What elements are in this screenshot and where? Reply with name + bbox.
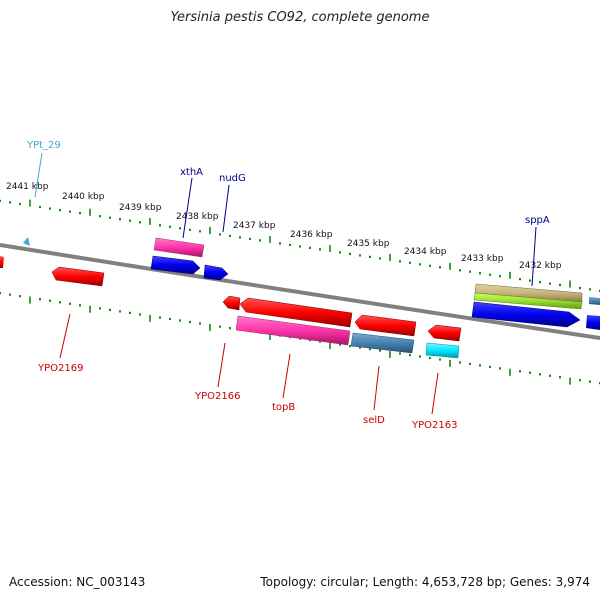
cds-feature-xthA[interactable]	[150, 255, 201, 275]
map-title: Yersinia pestis CO92, complete genome	[170, 10, 430, 25]
leader-line-topB	[282, 353, 291, 399]
leader-line-selD	[373, 365, 380, 411]
feature-label-YPt_29[interactable]: YPt_29	[26, 140, 61, 151]
gene-feature-YPO2163[interactable]	[425, 342, 460, 359]
scale-tick-label: 2433 kbp	[461, 254, 504, 264]
scale-labels: 2441 kbp 2440 kbp 2439 kbp 2438 kbp 2437…	[6, 182, 562, 271]
cds-feature-topB[interactable]	[239, 297, 353, 328]
cds-feature-YPO2166[interactable]	[222, 295, 241, 311]
cds-feature-YPO2169[interactable]	[51, 266, 105, 287]
accession-text: Accession: NC_003143	[9, 575, 146, 589]
feature-label-xthA[interactable]: xthA	[180, 167, 203, 178]
gene-feature-topB[interactable]	[235, 315, 351, 346]
feature-label-YPO2169[interactable]: YPO2169	[37, 363, 83, 374]
leader-line-sppA	[531, 226, 537, 287]
cds-feature-selD[interactable]	[354, 314, 417, 337]
label-leader-lines	[34, 152, 537, 415]
genome-summary-text: Topology: circular; Length: 4,653,728 bp…	[260, 575, 590, 589]
leader-line-YPO2166	[217, 342, 226, 388]
scale-tick-label: 2437 kbp	[233, 221, 276, 231]
leader-line-nudG	[222, 184, 230, 233]
feature-label-topB[interactable]: topB	[272, 402, 295, 413]
gene-feature-xthA[interactable]	[153, 237, 205, 258]
partial-feature-right[interactable]	[589, 297, 600, 305]
cds-feature-sppA[interactable]	[471, 301, 581, 328]
reverse-strand-features	[0, 256, 462, 359]
leader-line-xthA	[182, 177, 193, 239]
feature-label-YPO2166[interactable]: YPO2166	[194, 391, 240, 402]
genome-backbone	[0, 243, 600, 340]
scale-tick-label: 2439 kbp	[119, 203, 162, 213]
feature-labels: YPt_29 xthA nudG sppA YPO2169 YPO2166 to…	[26, 140, 550, 431]
scale-tick-label: 2438 kbp	[176, 212, 219, 222]
feature-label-sppA[interactable]: sppA	[525, 215, 550, 226]
feature-label-nudG[interactable]: nudG	[219, 173, 246, 184]
leader-line-YPt_29	[34, 152, 43, 198]
gene-feature-sppA-b[interactable]	[473, 292, 583, 310]
scale-tick-label: 2432 kbp	[519, 261, 562, 271]
partial-cds-left[interactable]	[0, 256, 4, 268]
forward-strand-features	[23, 237, 600, 330]
leader-line-YPO2169	[59, 313, 71, 359]
leader-line-YPO2163	[431, 372, 439, 415]
feature-label-selD[interactable]: selD	[363, 415, 385, 426]
upper-scale-ruler	[0, 199, 600, 292]
scale-tick-label: 2440 kbp	[62, 192, 105, 202]
gene-feature-selD[interactable]	[350, 332, 415, 354]
cds-feature-YPO2163[interactable]	[427, 324, 462, 342]
cds-feature-nudG[interactable]	[203, 264, 229, 281]
scale-tick-label: 2434 kbp	[404, 247, 447, 257]
partial-cds-right[interactable]	[586, 315, 600, 330]
feature-label-YPO2163[interactable]: YPO2163	[411, 420, 457, 431]
scale-tick-label: 2435 kbp	[347, 239, 390, 249]
trna-feature[interactable]	[23, 237, 30, 246]
scale-tick-label: 2436 kbp	[290, 230, 333, 240]
scale-tick-label: 2441 kbp	[6, 182, 49, 192]
